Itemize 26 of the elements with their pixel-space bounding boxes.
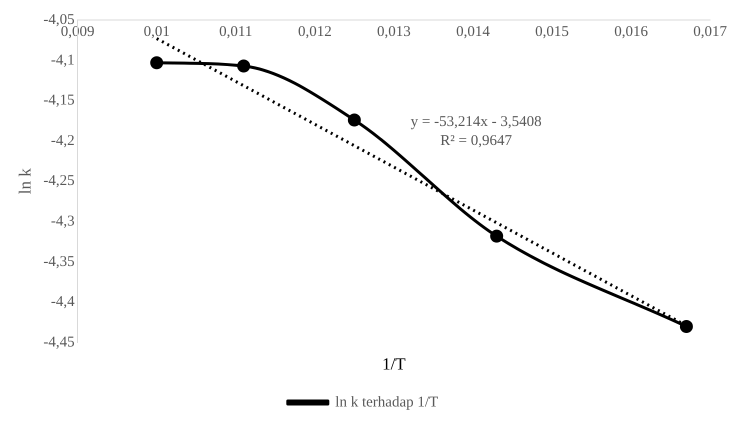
y-tick-label: -4,15 <box>43 92 75 109</box>
y-tick-label: -4,3 <box>50 214 75 230</box>
x-tick-label: 0,015 <box>535 24 569 40</box>
x-tick-label: 0,011 <box>219 24 252 40</box>
y-tick-label: -4,45 <box>43 334 75 351</box>
x-tick-label: 0,016 <box>614 24 648 40</box>
point <box>680 320 693 333</box>
y-tick-label: -4,1 <box>50 52 75 68</box>
y-tick-label: -4,4 <box>50 294 76 310</box>
point <box>348 114 361 127</box>
y-axis-title: ln k <box>16 168 35 194</box>
x-tick-label: 0,012 <box>298 24 332 40</box>
x-tick-label: 0,013 <box>377 24 411 40</box>
y-tick-label: -4,2 <box>50 132 75 149</box>
point <box>150 56 164 70</box>
x-tick-label: 0,017 <box>693 24 728 40</box>
y-tick-label: -4,25 <box>43 173 75 190</box>
annotation: R² = 0,9647 <box>440 132 512 149</box>
x-tick-label: 0,014 <box>456 24 490 40</box>
legend-label: ln k terhadap 1/T <box>335 394 438 410</box>
annotation: y = -53,214x - 3,5408 <box>410 114 542 130</box>
x-axis-title: 1/T <box>382 354 406 374</box>
y-tick-label: -4,35 <box>43 254 75 270</box>
x-tick-label: 0,01 <box>144 24 170 40</box>
point <box>237 59 250 72</box>
point <box>490 230 504 243</box>
